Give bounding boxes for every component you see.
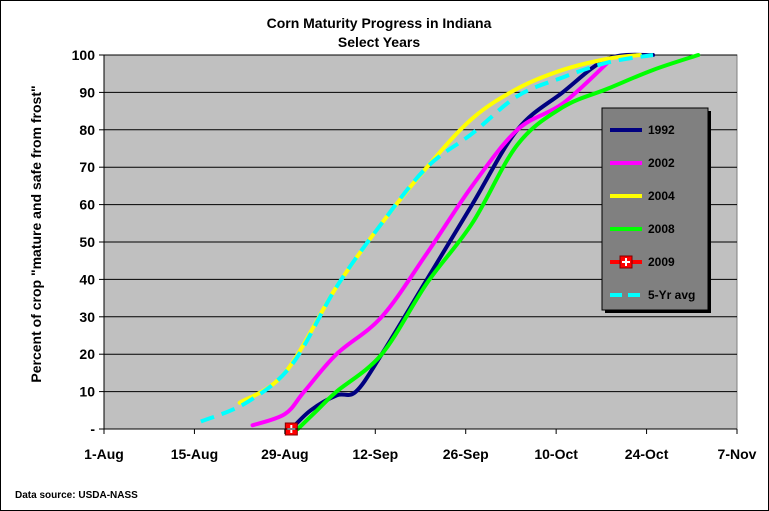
y-tick-label: 30 (79, 309, 95, 325)
x-tick-label: 12-Sep (352, 446, 398, 462)
y-tick-label: 20 (79, 346, 95, 362)
legend-marker (619, 255, 633, 269)
x-tick-label: 24-Oct (625, 446, 669, 462)
y-tick-label: 80 (79, 122, 95, 138)
legend-box (601, 107, 709, 311)
x-tick-label: 10-Oct (534, 446, 578, 462)
y-tick-label: - (90, 421, 95, 437)
y-tick-label: 50 (79, 234, 95, 250)
legend-entry-2004: 2004 (610, 189, 675, 203)
x-tick-labels: 1-Aug 15-Aug 29-Aug 12-Sep 26-Sep 10-Oct 24-Oc… (84, 446, 756, 462)
legend-entry-1992: 1992 (610, 123, 675, 137)
y-tick-label: 100 (72, 47, 96, 63)
series-line-5-yr-avg (200, 53, 654, 424)
legend-label: 5-Yr avg (648, 288, 695, 302)
y-tick-label: 10 (79, 384, 95, 400)
x-tick-label: 7-Nov (718, 446, 757, 462)
axes (99, 54, 738, 434)
data-source-note: Data source: USDA-NASS (15, 490, 138, 501)
y-tick-label: 90 (79, 84, 95, 100)
legend-entry-2008: 2008 (610, 222, 675, 236)
y-tick-label: 60 (79, 197, 95, 213)
y-axis-label: Percent of crop "mature and safe from fr… (28, 85, 44, 382)
legend-label: 2009 (648, 255, 675, 269)
legend-entry-2009: 2009 (610, 255, 675, 269)
chart-subtitle: Select Years (338, 34, 420, 50)
y-tick-label: 40 (79, 271, 95, 287)
x-tick-label: 29-Aug (261, 446, 308, 462)
series-line-2008 (295, 53, 701, 431)
legend-label: 2002 (648, 156, 675, 170)
legend-label: 2008 (648, 222, 675, 236)
legend-label: 1992 (648, 123, 675, 137)
legend: 1992 2002 2004 2008 2009 5-Yr avg (601, 107, 711, 313)
x-tick-label: 15-Aug (171, 446, 218, 462)
legend-label: 2004 (648, 189, 675, 203)
x-tick-label: 26-Sep (443, 446, 489, 462)
series-line-2002 (250, 60, 610, 428)
y-tick-label: 70 (79, 159, 95, 175)
x-tick-label: 1-Aug (84, 446, 124, 462)
chart-title: Corn Maturity Progress in Indiana (267, 15, 492, 31)
legend-entry-5-yr-avg: 5-Yr avg (610, 288, 695, 302)
y-tick-labels: - 10 20 30 40 50 60 70 80 90 100 (72, 47, 96, 437)
legend-entry-2002: 2002 (610, 156, 675, 170)
